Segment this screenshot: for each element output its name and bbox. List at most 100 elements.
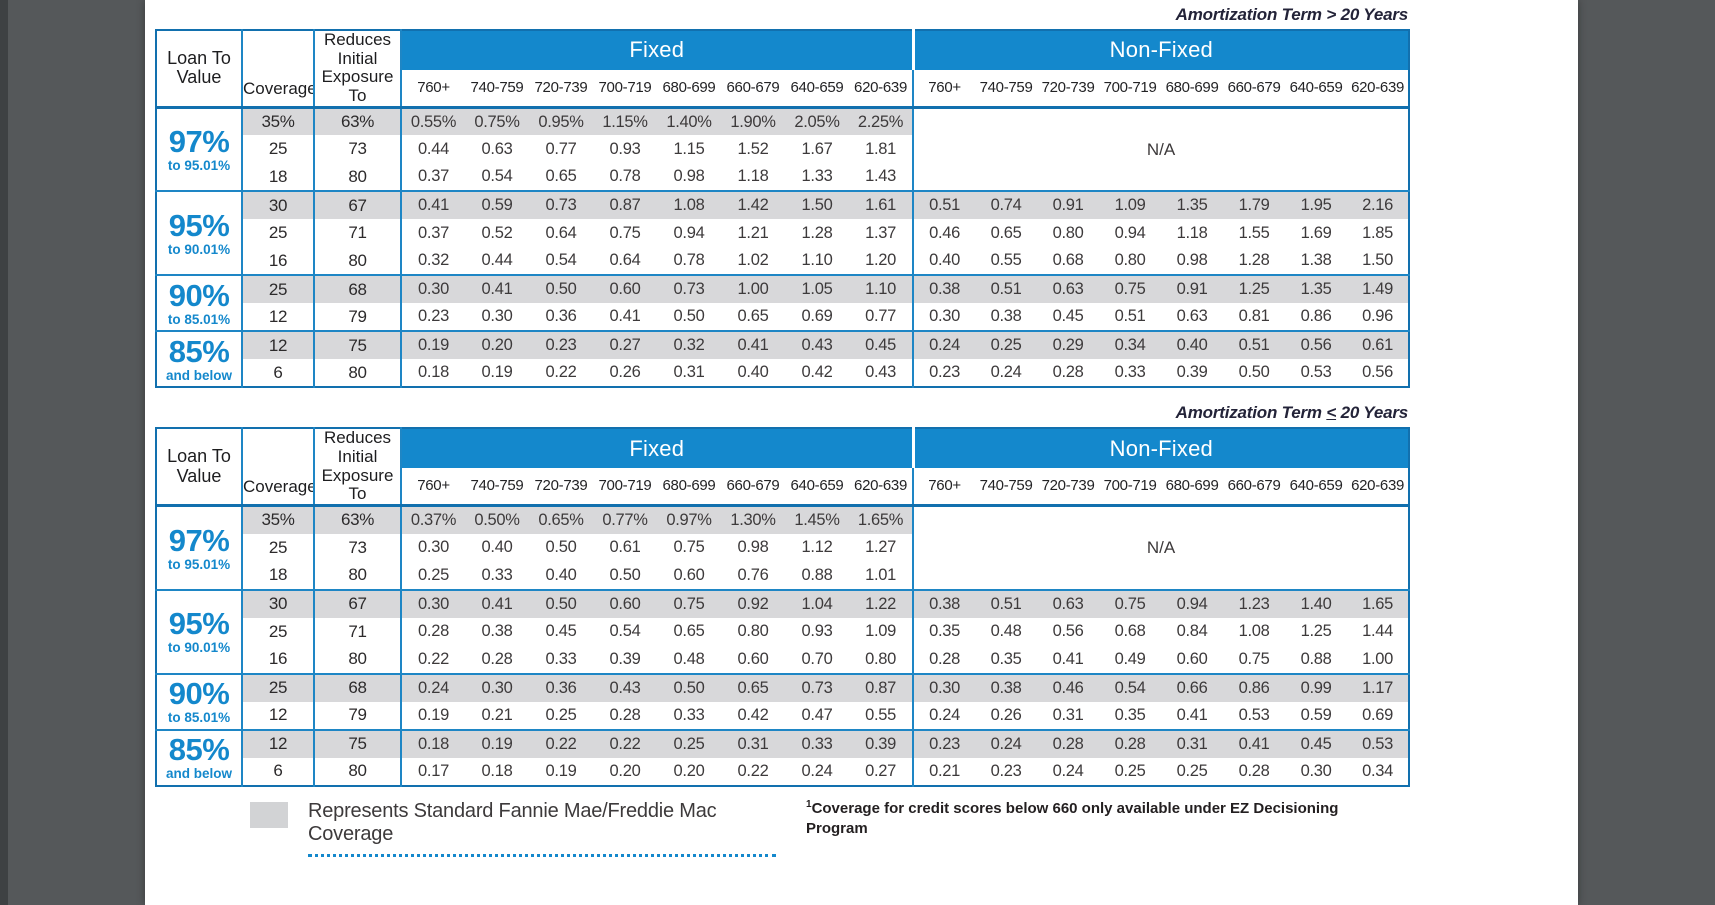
- table-body: 97% to 95.01% 35% 63% 0.55% 0.75% 0.95% 1.15% 1.…: [156, 107, 1410, 388]
- fixed-rate-cell: 0.50: [545, 538, 577, 556]
- exposure-cell: 73: [314, 135, 402, 164]
- coverage-cell: 12: [242, 728, 315, 758]
- non-fixed-rate-cell: 1.49: [1347, 274, 1410, 304]
- fixed-rate-cell: 0.50: [657, 672, 721, 702]
- fixed-rate-cell: 0.61: [609, 538, 641, 556]
- fixed-rate-cell: 0.92: [721, 588, 785, 618]
- rate-row: 16 80 0.32 0.44 0.54 0.64 0.78 1.02 1.10 1.20 0.40…: [156, 247, 1409, 276]
- exposure-cell: 75: [314, 728, 402, 758]
- non-fixed-rate-cell: 0.26: [990, 705, 1022, 724]
- non-fixed-rate-cell: 0.28: [1099, 728, 1162, 758]
- fixed-rate-cell: 0.22: [737, 761, 769, 780]
- fixed-rate-cell: 0.23: [418, 307, 449, 326]
- non-fixed-rate-cell: 0.49: [1114, 649, 1146, 668]
- fixed-rate-cell: 0.41: [465, 274, 529, 304]
- fixed-rate-cell: 0.50: [529, 588, 593, 618]
- non-fixed-rate-cell: 0.61: [1347, 330, 1410, 360]
- non-fixed-rate-cell: 1.55: [1238, 223, 1270, 242]
- fixed-rate-cell: 1.45%: [785, 505, 849, 534]
- rate-row: 95% to 90.01% 30 67 0.41 0.59 0.73 0.87 1.08 1.42…: [156, 190, 1410, 276]
- fixed-rate-cell: 0.20: [673, 761, 705, 780]
- non-fixed-rate-cell: 1.35: [1161, 190, 1224, 220]
- title-suffix: 20 Years: [1336, 403, 1409, 423]
- non-fixed-rate-cell: 0.41: [1176, 705, 1208, 724]
- fixed-rate-cell: 0.43: [593, 672, 657, 702]
- credit-score-header-non-fixed: 720-739: [1037, 69, 1100, 109]
- rate-row: 95% to 90.01% 30 67 0.30 0.41 0.50 0.60 0.75 0.92…: [156, 588, 1410, 674]
- credit-score-header-non-fixed: 680-699: [1161, 467, 1224, 507]
- non-fixed-rate-cell: 0.34: [1099, 330, 1162, 360]
- ltv-range: to 85.01%: [167, 312, 231, 327]
- fixed-rate-cell: 0.94: [673, 223, 705, 242]
- non-fixed-rate-cell: 0.86: [1300, 307, 1332, 326]
- fixed-rate-cell: 0.25: [657, 728, 721, 758]
- coverage-cell: 25: [242, 274, 315, 304]
- fixed-rate-cell: 1.08: [657, 190, 721, 220]
- rate-row: 25 73 0.44 0.63 0.77 0.93 1.15 1.52 1.67 1.81: [156, 135, 1409, 164]
- fixed-rate-cell: 0.33: [481, 565, 513, 584]
- fixed-rate-cell: 1.43: [849, 163, 915, 192]
- ltv-value: 85%: [168, 732, 230, 768]
- fixed-rate-cell: 0.65: [737, 307, 769, 326]
- fixed-rate-cell: 1.52: [737, 139, 769, 158]
- non-fixed-rate-cell: 1.79: [1223, 190, 1286, 220]
- fixed-rate-cell: 0.19: [401, 330, 465, 360]
- exposure-cell: 75: [314, 330, 402, 360]
- non-fixed-rate-cell: 0.53: [1300, 363, 1332, 382]
- fixed-rate-cell: 0.64: [609, 251, 641, 270]
- non-fixed-rate-cell: 0.56: [1362, 363, 1394, 382]
- fixed-rate-cell: 0.43: [849, 359, 915, 388]
- fixed-rate-cell: 0.22: [545, 363, 577, 382]
- fixed-rate-cell: 1.10: [801, 251, 833, 270]
- fixed-rate-cell: 0.59: [465, 190, 529, 220]
- ltv-value: 95%: [168, 606, 230, 642]
- title-suffix: 20 Years: [1336, 5, 1409, 24]
- credit-score-header-fixed: 640-659: [785, 69, 849, 109]
- fixed-rate-cell: 0.37: [418, 223, 449, 242]
- non-fixed-rate-cell: 0.53: [1238, 705, 1270, 724]
- fixed-rate-cell: 0.43: [785, 330, 849, 360]
- fixed-rate-cell: 0.87: [849, 672, 915, 702]
- credit-score-header-non-fixed: 740-759: [975, 467, 1038, 507]
- amortization-term-title: Amortization Term < 20 Years: [155, 403, 1409, 423]
- fixed-rate-cell: 0.17: [418, 761, 449, 780]
- coverage-cell: 30: [242, 190, 315, 220]
- non-fixed-rate-cell: 0.54: [1099, 672, 1162, 702]
- credit-score-header-fixed: 660-679: [721, 69, 785, 109]
- fixed-rate-cell: 1.61: [849, 190, 915, 220]
- rate-row: 18 80 0.25 0.33 0.40 0.50 0.60 0.76 0.88 1.01: [156, 561, 1409, 590]
- exposure-cell: 80: [314, 561, 402, 590]
- ltv-value: 95%: [168, 208, 230, 243]
- fixed-rate-cell: 0.78: [609, 167, 641, 186]
- coverage-cell: 25: [242, 533, 315, 562]
- fixed-rate-cell: 0.50: [609, 565, 641, 584]
- fixed-rate-cell: 0.95%: [529, 107, 593, 136]
- fixed-rate-cell: 1.42: [721, 190, 785, 220]
- fixed-rate-cell: 0.45: [545, 622, 577, 640]
- fixed-rate-cell: 0.65: [721, 672, 785, 702]
- credit-score-header-non-fixed: 700-719: [1099, 69, 1162, 109]
- footnote-superscript: 1: [806, 798, 812, 810]
- coverage-cell: 12: [242, 303, 315, 332]
- fixed-rate-cell: 0.19: [465, 728, 529, 758]
- fixed-rate-cell: 0.73: [529, 190, 593, 220]
- fixed-rate-cell: 0.44: [418, 139, 449, 158]
- non-fixed-rate-cell: 0.81: [1238, 307, 1270, 326]
- fixed-rate-cell: 0.36: [545, 307, 577, 326]
- header-band-row: Loan To Value Coverage Reduces Initial Exp…: [156, 428, 1410, 508]
- non-fixed-rate-cell: 0.28: [1238, 761, 1270, 780]
- rate-row: 18 80 0.37 0.54 0.65 0.78 0.98 1.18 1.33 1.43: [156, 163, 1409, 192]
- fixed-rate-cell: 0.31: [673, 363, 705, 382]
- rate-row: 12 79 0.19 0.21 0.25 0.28 0.33 0.42 0.47 0.55 0.24…: [156, 701, 1409, 730]
- ltv-cell: 85% and below: [156, 330, 243, 388]
- non-fixed-rate-cell: 0.34: [1362, 761, 1394, 780]
- rate-table: Loan To Value Coverage Reduces Initial Exp…: [155, 427, 1411, 787]
- fixed-rate-cell: 1.90%: [721, 107, 785, 136]
- non-fixed-rate-cell: 0.28: [1052, 363, 1084, 382]
- rate-row: 12 79 0.23 0.30 0.36 0.41 0.50 0.65 0.69 0.77 0.30…: [156, 303, 1409, 332]
- non-fixed-rate-cell: 0.35: [1114, 705, 1146, 724]
- non-fixed-rate-cell: 0.63: [1037, 588, 1100, 618]
- credit-score-header-row: 760+ 740-759 720-739 700-719 680-699 660-679 6…: [156, 69, 1410, 109]
- fixed-rate-cell: 0.65: [545, 167, 577, 186]
- fixed-rate-cell: 0.18: [401, 728, 465, 758]
